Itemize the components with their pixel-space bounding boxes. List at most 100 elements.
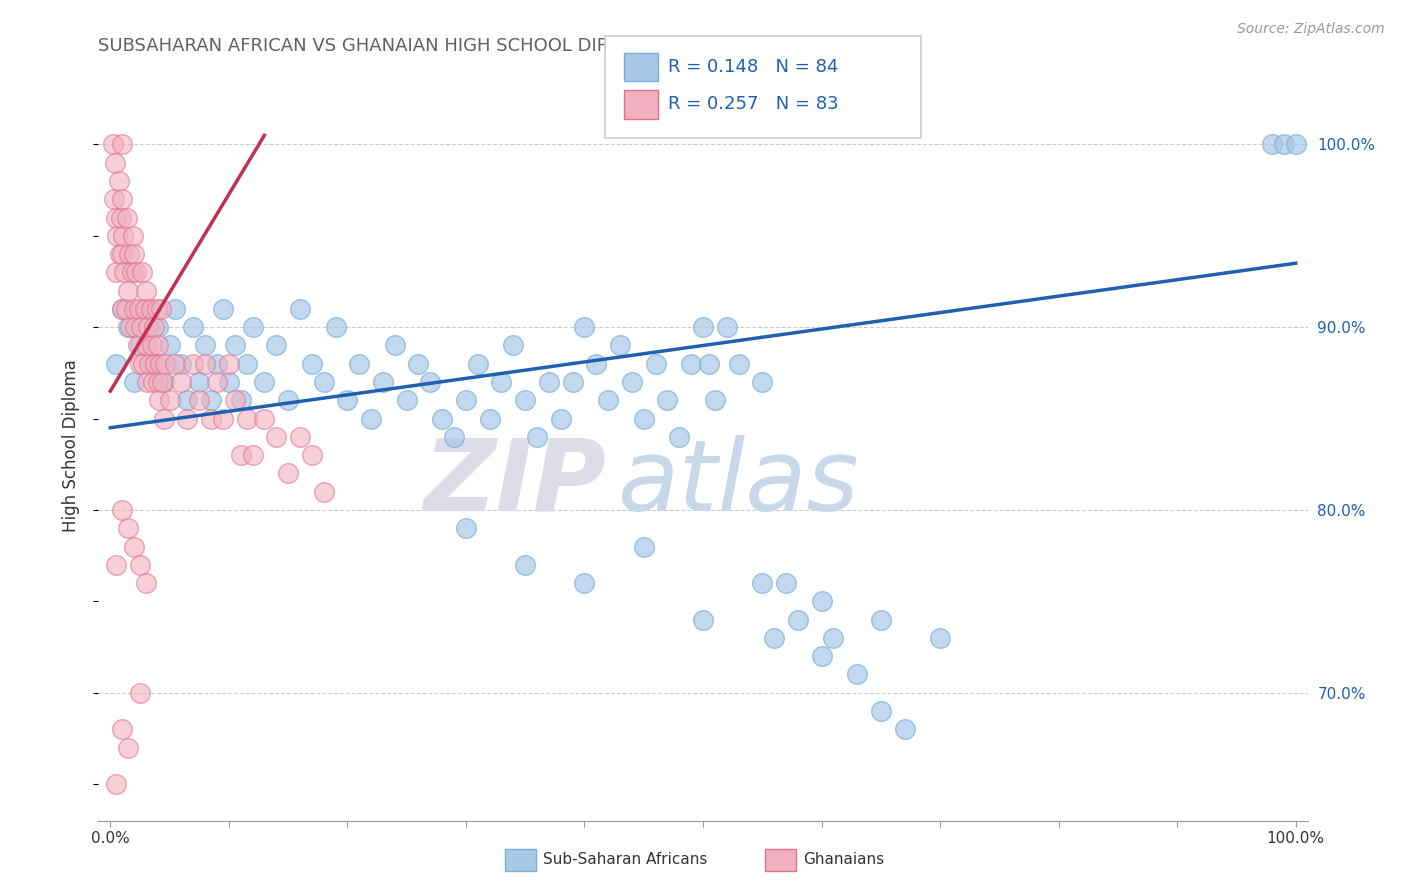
Point [127,338,149,352]
Point [165,357,187,371]
Point [574,320,596,334]
Point [152,375,174,389]
Point [152,375,174,389]
Point [105,265,128,279]
Point [697,357,720,371]
Point [301,448,323,462]
Point [181,320,204,334]
Text: Ghanaians: Ghanaians [803,853,884,867]
Point [105,777,128,791]
Point [115,211,138,225]
Point [205,357,228,371]
Point [585,357,607,371]
Point [775,576,797,591]
Point [869,704,891,718]
Point [502,338,524,352]
Point [609,338,631,352]
Point [692,320,714,334]
Point [253,375,276,389]
Point [454,521,477,535]
Point [644,357,666,371]
Point [146,338,169,352]
Point [347,357,370,371]
Point [132,357,155,371]
Point [235,357,257,371]
Point [129,338,152,352]
Point [633,540,655,554]
Point [146,375,169,389]
Point [751,576,773,591]
Point [253,411,276,425]
Point [176,411,198,425]
Point [135,576,157,591]
Point [122,247,145,261]
Point [142,375,165,389]
Point [212,411,235,425]
Point [117,740,139,755]
Point [153,357,176,371]
Point [1272,137,1295,152]
Point [141,338,163,352]
Point [408,357,430,371]
Text: R = 0.257   N = 83: R = 0.257 N = 83 [668,95,838,113]
Point [224,393,246,408]
Point [118,247,141,261]
Point [128,301,150,316]
Point [152,411,174,425]
Point [515,558,537,572]
Point [515,393,537,408]
Point [111,503,134,517]
Point [218,357,240,371]
Point [200,393,222,408]
Text: ZIP: ZIP [423,435,606,532]
Point [224,338,246,352]
Point [823,631,845,645]
Point [129,558,152,572]
Point [810,649,832,664]
Point [136,375,159,389]
Point [200,411,222,425]
Point [148,393,170,408]
Point [150,301,173,316]
Point [112,228,135,243]
Point [145,301,167,316]
Point [312,375,335,389]
Point [692,613,714,627]
Point [574,576,596,591]
Point [121,228,143,243]
Point [301,357,323,371]
Point [125,265,148,279]
Point [111,301,134,316]
Point [205,375,228,389]
Point [751,375,773,389]
Point [395,393,418,408]
Point [111,723,134,737]
Point [681,357,703,371]
Point [110,211,132,225]
Point [763,631,786,645]
Point [111,301,134,316]
Point [288,430,311,444]
Point [149,357,172,371]
Point [491,375,513,389]
Point [138,357,160,371]
Point [264,338,287,352]
Point [893,723,915,737]
Point [1261,137,1284,152]
Point [122,375,145,389]
Point [1285,137,1308,152]
Point [229,393,252,408]
Point [194,338,217,352]
Point [103,192,125,206]
Point [121,265,143,279]
Point [703,393,725,408]
Point [135,338,157,352]
Point [111,247,134,261]
Point [846,667,869,681]
Point [288,301,311,316]
Point [360,411,382,425]
Point [727,357,749,371]
Point [194,357,217,371]
Point [122,301,145,316]
Point [188,393,211,408]
